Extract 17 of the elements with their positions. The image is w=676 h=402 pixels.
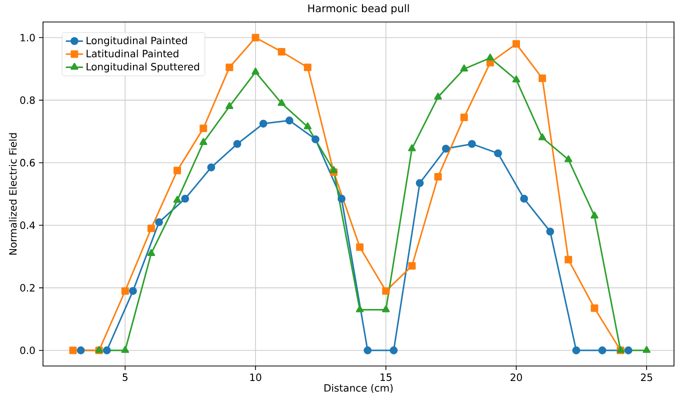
x-tick-label: 15 [380,374,392,381]
x-tick-label: 25 [641,374,652,382]
x-tick-label: 20 [510,374,522,382]
y-axis-title: Normalized Electric Field [8,133,17,255]
y-tick-label: 0.8 [20,96,35,104]
y-tick-label: 0.6 [20,158,35,167]
y-tick-label: 1.0 [20,34,35,42]
y-tick-label: 0.0 [20,346,35,354]
legend-label: Longitudinal Sputtered [86,62,200,72]
legend-label: Latitudinal Painted [86,50,178,58]
chart-title: Harmonic bead pull [308,4,409,14]
x-tick-label: 5 [122,374,128,381]
legend-label: Longitudinal Painted [86,36,187,46]
x-tick-label: 10 [250,374,262,382]
x-axis-title: Distance (cm) [324,384,393,393]
y-tick-label: 0.2 [20,284,34,292]
y-tick-label: 0.4 [20,221,35,230]
